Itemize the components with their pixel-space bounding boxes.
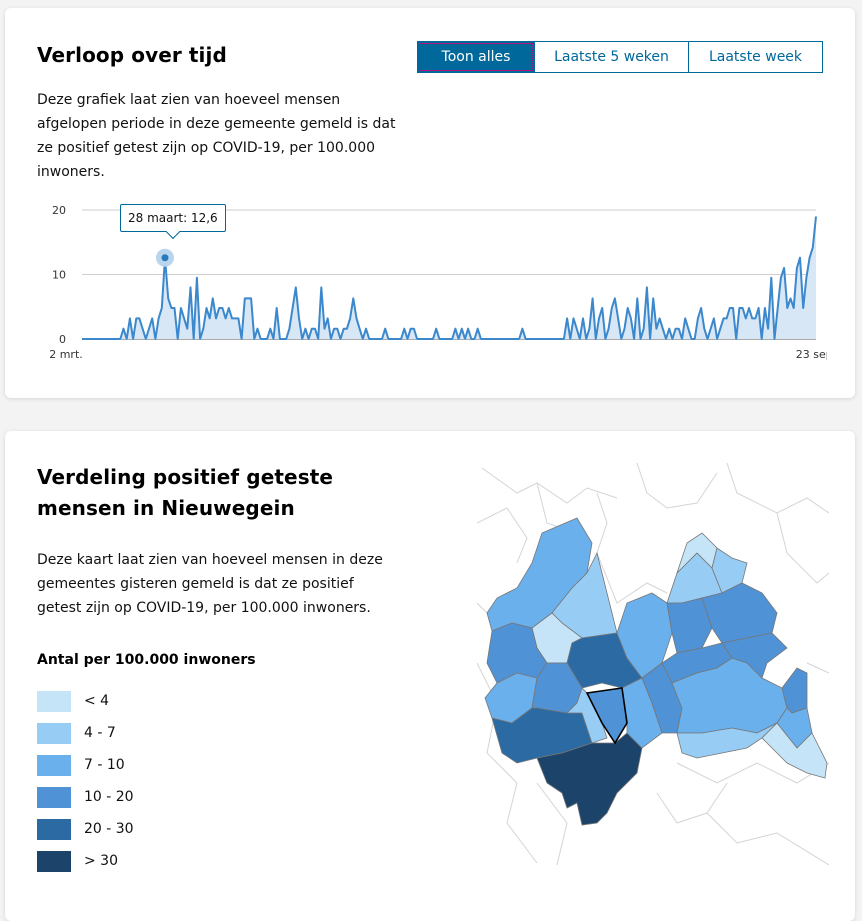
map-border-line	[636, 463, 718, 509]
map-border-line	[676, 762, 829, 784]
chart-x-ticks: 2 mrt. 23 sep.	[49, 348, 827, 361]
map-border-line	[536, 782, 568, 865]
map-border-line	[776, 512, 829, 584]
map-card: Verdeling positief geteste mensen in Nie…	[5, 431, 855, 921]
map-border-line	[806, 662, 829, 674]
chart-highlight-point[interactable]	[161, 254, 169, 262]
chart-line	[82, 216, 817, 340]
legend-swatch	[37, 786, 71, 808]
legend-label: 7 - 10	[84, 757, 125, 773]
chart-y-ticks: 0 10 20	[52, 204, 66, 346]
map-border-line	[596, 492, 668, 604]
legend-label: < 4	[84, 693, 110, 709]
legend-label: > 30	[84, 853, 118, 869]
last-5-weeks-button[interactable]: Laatste 5 weken	[535, 41, 689, 73]
map-surroundings	[477, 463, 829, 865]
y-tick-label: 10	[52, 269, 66, 282]
legend-item: 7 - 10	[37, 749, 134, 781]
chart-area	[82, 216, 816, 339]
map-title: Verdeling positief geteste mensen in Nie…	[37, 465, 334, 520]
map-legend: < 4 4 - 7 7 - 10 10 - 20 20 - 30 > 30	[37, 685, 134, 877]
legend-swatch	[37, 850, 71, 872]
legend-title: Antal per 100.000 inwoners	[37, 652, 256, 668]
legend-swatch	[37, 754, 71, 776]
map-border-line	[477, 507, 528, 564]
legend-label: 4 - 7	[84, 725, 116, 741]
map-border-line	[481, 467, 618, 504]
map-description: Deze kaart laat zien van hoeveel mensen …	[37, 552, 383, 616]
map-region[interactable]	[721, 632, 788, 679]
timeline-title: Verloop over tijd	[37, 43, 227, 67]
timeline-card: Verloop over tijd Toon alles Laatste 5 w…	[5, 8, 855, 398]
map-region[interactable]	[701, 582, 778, 644]
legend-item: 20 - 30	[37, 813, 134, 845]
map-border-line	[706, 782, 728, 814]
last-week-button[interactable]: Laatste week	[689, 41, 823, 73]
y-tick-label: 0	[59, 333, 66, 346]
map-regions	[484, 517, 828, 826]
y-tick-label: 20	[52, 204, 66, 217]
legend-swatch	[37, 690, 71, 712]
legend-item: 10 - 20	[37, 781, 134, 813]
legend-item: < 4	[37, 685, 134, 717]
x-tick-label: 23 sep.	[796, 348, 827, 361]
timeline-description: Deze grafiek laat zien van hoeveel mense…	[37, 92, 396, 180]
legend-item: 4 - 7	[37, 717, 134, 749]
map-region[interactable]	[536, 732, 643, 826]
map-selected-region[interactable]	[585, 687, 628, 745]
chart-tooltip: 28 maart: 12,6	[120, 204, 226, 232]
period-toggle: Toon alles Laatste 5 weken Laatste week	[417, 41, 823, 73]
map-border-line	[726, 463, 829, 514]
x-tick-label: 2 mrt.	[49, 348, 83, 361]
map-border-line	[656, 792, 829, 865]
legend-label: 10 - 20	[84, 789, 134, 805]
legend-swatch	[37, 818, 71, 840]
legend-label: 20 - 30	[84, 821, 134, 837]
legend-swatch	[37, 722, 71, 744]
show-all-button[interactable]: Toon alles	[417, 41, 535, 73]
legend-item: > 30	[37, 845, 134, 877]
map-region[interactable]	[761, 722, 828, 779]
choropleth-map[interactable]	[477, 463, 829, 865]
